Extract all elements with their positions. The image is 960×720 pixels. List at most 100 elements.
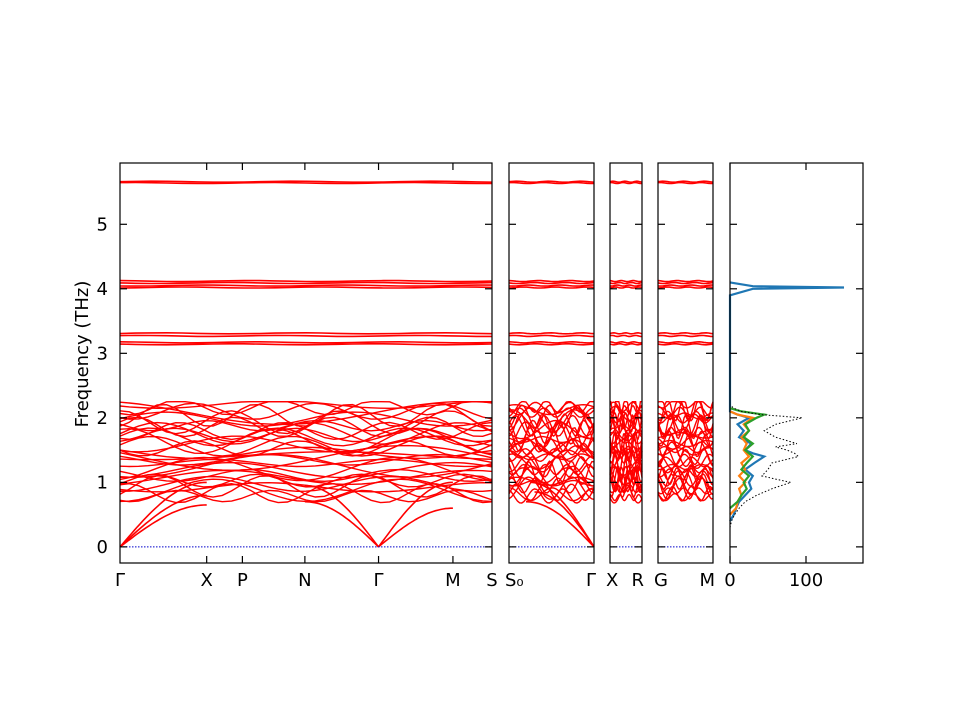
flat-band-line bbox=[657, 279, 714, 283]
band-line bbox=[508, 442, 595, 456]
band-line bbox=[508, 476, 595, 500]
flat-band-line bbox=[119, 331, 493, 335]
band-line bbox=[508, 419, 595, 440]
band-line bbox=[657, 401, 714, 421]
dos-x-tick-label: 0 bbox=[724, 570, 735, 591]
band-line bbox=[609, 464, 643, 487]
band-line bbox=[508, 414, 595, 437]
flat-band-line bbox=[508, 286, 595, 289]
band-line bbox=[119, 458, 493, 468]
y-tick-label: 2 bbox=[97, 408, 108, 429]
acoustic-branch bbox=[525, 500, 595, 548]
band-line bbox=[657, 465, 714, 474]
band-line bbox=[657, 435, 714, 450]
band-line bbox=[119, 403, 493, 427]
dos-curves bbox=[728, 281, 845, 528]
dos-series-line bbox=[728, 281, 845, 522]
flat-band-line bbox=[508, 340, 595, 344]
band-line bbox=[657, 453, 714, 470]
flat-band-line bbox=[609, 281, 643, 285]
flat-band-line bbox=[508, 180, 595, 183]
band-line bbox=[508, 401, 594, 414]
flat-band-line bbox=[609, 334, 642, 338]
flat-band-line bbox=[508, 284, 594, 287]
acoustic-branch bbox=[530, 481, 595, 548]
x-tick-label: R bbox=[631, 570, 644, 591]
band-line bbox=[119, 453, 493, 478]
acoustic-branch bbox=[119, 504, 207, 548]
flat-band-line bbox=[119, 343, 493, 346]
band-line bbox=[508, 401, 595, 416]
panel-frame bbox=[609, 162, 643, 564]
flat-band-line bbox=[609, 343, 643, 346]
flat-band-line bbox=[508, 279, 595, 283]
panel-frames bbox=[119, 162, 864, 564]
band-line bbox=[508, 477, 594, 494]
band-line bbox=[609, 448, 643, 459]
band-line bbox=[119, 474, 493, 498]
band-line bbox=[119, 440, 493, 457]
band-line bbox=[657, 492, 714, 502]
flat-band-line bbox=[657, 340, 714, 344]
flat-band-line bbox=[609, 286, 643, 289]
flat-band-line bbox=[609, 284, 642, 287]
band-line bbox=[119, 444, 493, 472]
acoustic-branch bbox=[377, 481, 453, 548]
band-line bbox=[609, 484, 643, 494]
y-tick-label: 4 bbox=[97, 279, 108, 300]
band-line bbox=[657, 485, 714, 502]
y-tick-label: 5 bbox=[97, 214, 108, 235]
band-line bbox=[657, 426, 714, 437]
y-tick-label: 1 bbox=[97, 472, 108, 493]
acoustic-branch bbox=[304, 500, 380, 548]
axis-ticks bbox=[120, 163, 863, 563]
x-tick-label: G bbox=[654, 570, 668, 591]
flat-band-line bbox=[657, 286, 714, 289]
acoustic-branch bbox=[119, 481, 207, 548]
x-tick-label: M bbox=[699, 570, 715, 591]
band-line bbox=[508, 447, 595, 463]
band-line bbox=[609, 470, 643, 494]
flat-band-line bbox=[508, 334, 594, 338]
band-line bbox=[657, 470, 714, 487]
band-line bbox=[119, 401, 492, 410]
band-line bbox=[657, 414, 714, 438]
band-line bbox=[657, 456, 714, 468]
band-line bbox=[508, 421, 595, 449]
x-tick-label: X bbox=[201, 570, 213, 591]
flat-band-line bbox=[119, 334, 492, 338]
panel-frame bbox=[657, 162, 714, 564]
band-line bbox=[609, 411, 643, 424]
flat-band-line bbox=[657, 334, 713, 338]
dos-x-tick-label: 100 bbox=[789, 570, 823, 591]
band-line bbox=[609, 411, 643, 429]
band-line bbox=[119, 427, 493, 447]
band-line bbox=[657, 447, 714, 456]
flat-band-line bbox=[657, 343, 714, 346]
flat-band-line bbox=[508, 343, 595, 346]
x-tick-label: S bbox=[486, 570, 497, 591]
band-line bbox=[119, 451, 493, 461]
flat-band-line bbox=[119, 279, 493, 283]
x-tick-label: X bbox=[606, 570, 618, 591]
band-line bbox=[119, 421, 493, 445]
band-line bbox=[657, 463, 714, 471]
band-line bbox=[508, 463, 595, 476]
flat-band-line bbox=[609, 331, 643, 335]
y-tick-label: 0 bbox=[97, 537, 108, 558]
flat-band-line bbox=[657, 331, 714, 335]
band-line bbox=[119, 419, 493, 432]
flat-band-line bbox=[508, 331, 595, 335]
band-line bbox=[119, 446, 493, 460]
flat-band-line bbox=[119, 286, 493, 289]
band-line bbox=[119, 435, 493, 453]
band-line bbox=[119, 402, 493, 420]
band-line bbox=[508, 488, 595, 504]
x-tick-label: N bbox=[298, 570, 311, 591]
x-tick-label: Γ bbox=[586, 570, 596, 591]
dos-series-line bbox=[729, 407, 769, 510]
acoustic-branch bbox=[119, 494, 207, 548]
flat-band-line bbox=[657, 181, 714, 185]
